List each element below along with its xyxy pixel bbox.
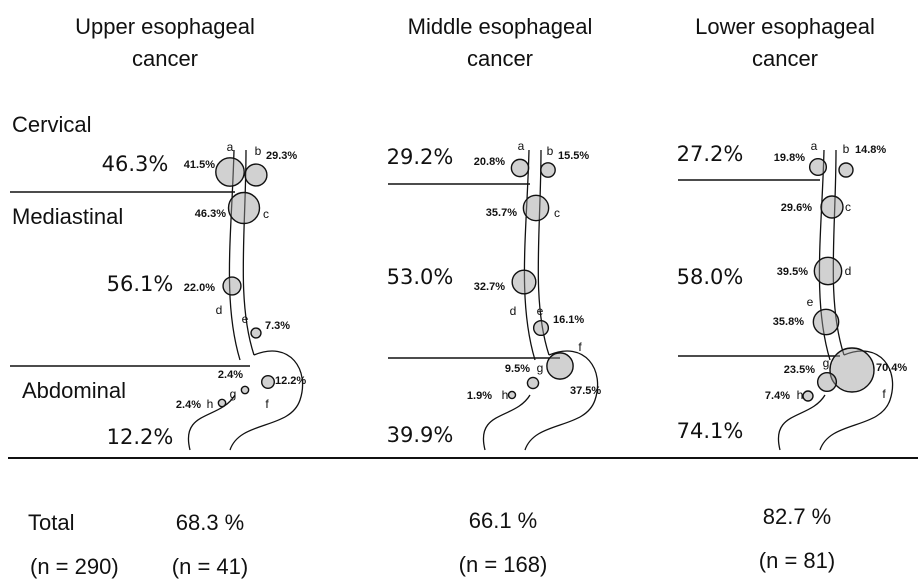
panel-title: cancer <box>132 46 198 71</box>
lymph-node <box>541 163 555 177</box>
node-letter: e <box>242 312 249 326</box>
node-letter: b <box>255 144 262 158</box>
lymph-node <box>839 163 853 177</box>
lymph-node <box>523 195 548 220</box>
row-label: Cervical <box>12 112 91 137</box>
lymph-node <box>830 348 874 392</box>
node-letter: b <box>843 142 850 156</box>
node-percent: 15.5% <box>558 150 589 162</box>
node-percent: 16.1% <box>553 314 584 326</box>
lymph-node <box>534 321 549 336</box>
node-percent: 32.7% <box>474 281 505 293</box>
lymph-node <box>223 277 241 295</box>
node-percent: 22.0% <box>184 282 215 294</box>
lymph-node <box>814 257 841 284</box>
node-letter: d <box>216 303 223 317</box>
lymph-node <box>241 386 248 393</box>
node-percent: 12.2% <box>275 375 306 387</box>
footer-n: (n = 290) <box>30 554 119 579</box>
node-letter: c <box>845 200 851 214</box>
node-letter: f <box>265 397 269 411</box>
panel-total: 82.7 % <box>763 504 832 529</box>
node-letter: c <box>263 207 269 221</box>
node-percent: 70.4% <box>876 362 907 374</box>
node-letter: g <box>537 361 544 375</box>
node-letter: d <box>845 264 852 278</box>
node-percent: 19.8% <box>774 152 805 164</box>
node-letter: g <box>823 356 830 370</box>
lymph-node <box>228 192 259 223</box>
node-letter: a <box>227 140 234 154</box>
node-letter: h <box>502 388 509 402</box>
node-letter: h <box>797 388 804 402</box>
panel-n: (n = 41) <box>172 554 248 579</box>
node-percent: 29.6% <box>781 202 812 214</box>
node-letter: h <box>207 397 214 411</box>
lymph-node <box>251 328 261 338</box>
panel-title: Lower esophageal <box>695 14 875 39</box>
region-percent: 53.0% <box>387 265 454 289</box>
region-percent: 12.2% <box>107 425 174 449</box>
node-letter: a <box>518 139 525 153</box>
node-percent: 39.5% <box>777 266 808 278</box>
panel-n: (n = 168) <box>459 552 548 577</box>
region-percent: 58.0% <box>677 265 744 289</box>
panel-title: Middle esophageal <box>408 14 593 39</box>
diagram: Cervical Mediastinal Abdominal Total (n … <box>0 0 920 588</box>
node-letter: e <box>537 304 544 318</box>
lymph-node <box>216 158 244 186</box>
region-percent: 27.2% <box>677 142 744 166</box>
node-percent: 7.3% <box>265 320 290 332</box>
lymph-node <box>245 164 267 186</box>
node-percent: 46.3% <box>195 208 226 220</box>
node-percent: 41.5% <box>184 159 215 171</box>
node-percent: 35.7% <box>486 207 517 219</box>
lymph-node <box>818 373 837 392</box>
node-percent: 9.5% <box>505 363 530 375</box>
row-label: Abdominal <box>22 378 126 403</box>
panel-title: cancer <box>752 46 818 71</box>
node-percent: 14.8% <box>855 144 886 156</box>
panel-n: (n = 81) <box>759 548 835 573</box>
lymph-node <box>803 391 813 401</box>
node-percent: 23.5% <box>784 364 815 376</box>
node-percent: 2.4% <box>176 399 201 411</box>
node-percent: 7.4% <box>765 390 790 402</box>
region-percent: 74.1% <box>677 419 744 443</box>
lymph-node <box>508 391 515 398</box>
region-percent: 39.9% <box>387 423 454 447</box>
node-percent: 1.9% <box>467 390 492 402</box>
lymph-node <box>813 309 838 334</box>
node-letter: a <box>811 139 818 153</box>
node-letter: g <box>230 387 237 401</box>
lymph-node <box>262 376 275 389</box>
lymph-node <box>527 377 538 388</box>
row-label: Mediastinal <box>12 204 123 229</box>
node-letter: c <box>554 206 560 220</box>
panel-total: 66.1 % <box>469 508 538 533</box>
region-percent: 56.1% <box>107 272 174 296</box>
panel-title: Upper esophageal <box>75 14 255 39</box>
node-percent: 20.8% <box>474 156 505 168</box>
lymph-node <box>512 270 536 294</box>
node-letter: b <box>547 144 554 158</box>
panel-title: cancer <box>467 46 533 71</box>
region-percent: 29.2% <box>387 145 454 169</box>
lymph-node <box>547 353 573 379</box>
panel-total: 68.3 % <box>176 510 245 535</box>
footer-label: Total <box>28 510 74 535</box>
node-letter: f <box>578 340 582 354</box>
node-percent: 35.8% <box>773 316 804 328</box>
node-percent: 37.5% <box>570 385 601 397</box>
node-letter: e <box>807 295 814 309</box>
node-letter: f <box>882 387 886 401</box>
lymph-node <box>821 196 843 218</box>
node-percent: 29.3% <box>266 150 297 162</box>
lymph-node <box>810 159 827 176</box>
region-percent: 46.3% <box>102 152 169 176</box>
node-letter: d <box>510 304 517 318</box>
lymph-node <box>511 159 528 176</box>
lymph-node <box>218 399 225 406</box>
node-percent: 2.4% <box>218 369 243 381</box>
